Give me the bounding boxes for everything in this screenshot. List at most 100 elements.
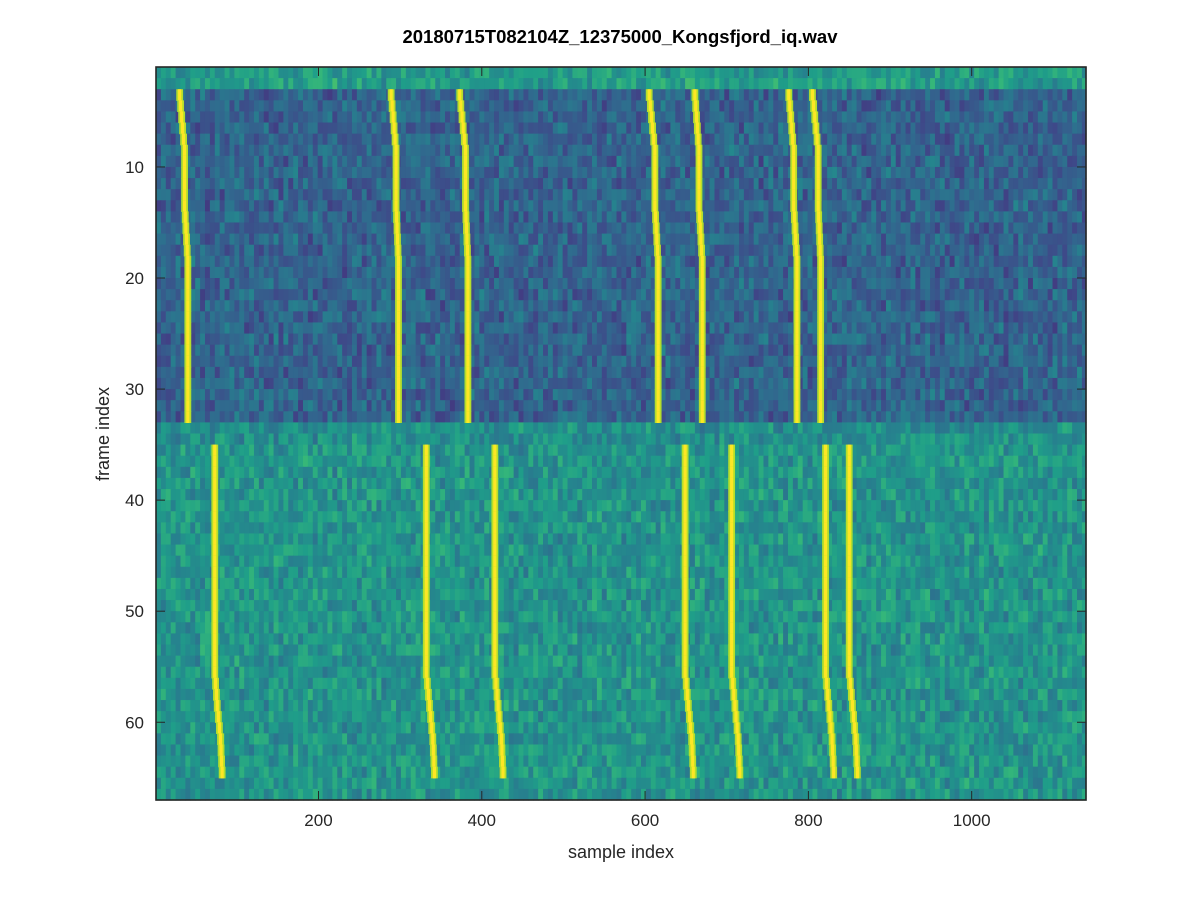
heatmap-cell — [307, 178, 314, 190]
heatmap-cell — [474, 178, 480, 190]
heatmap-cell — [748, 122, 755, 135]
heatmap-cell — [1042, 222, 1049, 235]
heatmap-cell — [263, 133, 270, 146]
heatmap-cell — [1067, 178, 1073, 190]
heatmap-cell — [317, 178, 324, 190]
heatmap-cell — [920, 211, 926, 224]
heatmap-cell — [1057, 89, 1063, 101]
heatmap-cell — [1052, 300, 1059, 312]
heatmap-cell — [895, 211, 902, 224]
heatmap-cell — [160, 200, 167, 212]
heatmap-cell — [582, 111, 588, 124]
heatmap-cell — [974, 78, 980, 90]
heatmap-cell — [851, 189, 858, 201]
heatmap-cell — [273, 133, 280, 146]
heatmap-cell — [317, 233, 324, 246]
heatmap-cell — [381, 311, 387, 324]
heatmap-cell — [332, 89, 338, 101]
heatmap-cell — [180, 278, 186, 290]
heatmap-cell — [425, 178, 431, 190]
heatmap-cell — [278, 222, 284, 235]
heatmap-cell — [484, 155, 490, 168]
heatmap-cell — [204, 100, 211, 113]
heatmap-cell — [572, 333, 578, 346]
heatmap-cell — [293, 278, 299, 290]
heatmap-cell — [900, 89, 907, 101]
heatmap-cell — [773, 78, 779, 90]
heatmap-cell — [430, 266, 436, 279]
heatmap-cell — [513, 200, 520, 212]
heatmap-cell — [435, 244, 441, 257]
heatmap-cell — [268, 244, 275, 257]
heatmap-cell — [685, 155, 691, 168]
heatmap-cell — [1008, 233, 1014, 246]
heatmap-cell — [420, 244, 427, 257]
heatmap-cell — [1067, 322, 1073, 335]
heatmap-cell — [748, 300, 755, 312]
heatmap-cell — [763, 266, 769, 279]
heatmap-cell — [675, 89, 681, 101]
heatmap-cell — [445, 67, 451, 79]
heatmap-cell — [626, 166, 632, 179]
heatmap-cell — [538, 78, 544, 90]
heatmap-cell — [160, 266, 167, 279]
heatmap-cell — [298, 211, 304, 224]
heatmap-cell — [694, 67, 701, 79]
heatmap-cell — [195, 89, 201, 101]
heatmap-cell — [670, 278, 676, 290]
heatmap-cell — [974, 89, 980, 101]
heatmap-cell — [719, 289, 725, 301]
heatmap-cell — [748, 333, 755, 346]
heatmap-cell — [249, 278, 255, 290]
heatmap-cell — [881, 311, 887, 324]
heatmap-cell — [322, 200, 329, 212]
heatmap-cell — [670, 311, 676, 324]
heatmap-cell — [249, 178, 255, 190]
heatmap-cell — [415, 89, 422, 101]
heatmap-row — [156, 67, 1087, 79]
heatmap-cell — [503, 266, 510, 279]
heatmap-cell — [469, 222, 476, 235]
heatmap-cell — [1032, 222, 1039, 235]
heatmap-cell — [268, 111, 275, 124]
heatmap-cell — [959, 100, 965, 113]
heatmap-cell — [214, 244, 221, 257]
heatmap-cell — [592, 289, 598, 301]
heatmap-row — [156, 322, 1087, 335]
heatmap-cell — [445, 100, 451, 113]
heatmap-cell — [1081, 200, 1087, 212]
heatmap-cell — [283, 344, 289, 357]
heatmap-cell — [180, 322, 186, 335]
heatmap-cell — [930, 166, 936, 179]
heatmap-cell — [445, 144, 451, 157]
heatmap-cell — [1023, 111, 1029, 124]
heatmap-cell — [601, 233, 608, 246]
heatmap-cell — [342, 266, 348, 279]
heatmap-cell — [861, 244, 867, 257]
heatmap-cell — [704, 344, 711, 357]
heatmap-cell — [885, 233, 892, 246]
heatmap-cell — [332, 266, 338, 279]
heatmap-cell — [1032, 322, 1039, 335]
heatmap-cell — [224, 322, 231, 335]
heatmap-cell — [807, 233, 814, 246]
heatmap-cell — [513, 133, 520, 146]
heatmap-cell — [543, 67, 549, 79]
heatmap-cell — [484, 266, 490, 279]
heatmap-cell — [234, 67, 240, 79]
heatmap-cell — [704, 311, 711, 324]
heatmap-cell — [200, 289, 206, 301]
heatmap-cell — [298, 144, 304, 157]
heatmap-cell — [523, 300, 529, 312]
heatmap-cell — [293, 233, 299, 246]
heatmap-cell — [547, 278, 554, 290]
heatmap-cell — [337, 200, 343, 212]
heatmap-cell — [244, 278, 250, 290]
heatmap-cell — [738, 67, 745, 79]
heatmap-cell — [185, 189, 191, 201]
heatmap-cell — [415, 300, 422, 312]
heatmap-cell — [156, 78, 162, 90]
heatmap-cell — [851, 289, 858, 301]
heatmap-cell — [1067, 333, 1073, 346]
heatmap-cell — [263, 278, 270, 290]
